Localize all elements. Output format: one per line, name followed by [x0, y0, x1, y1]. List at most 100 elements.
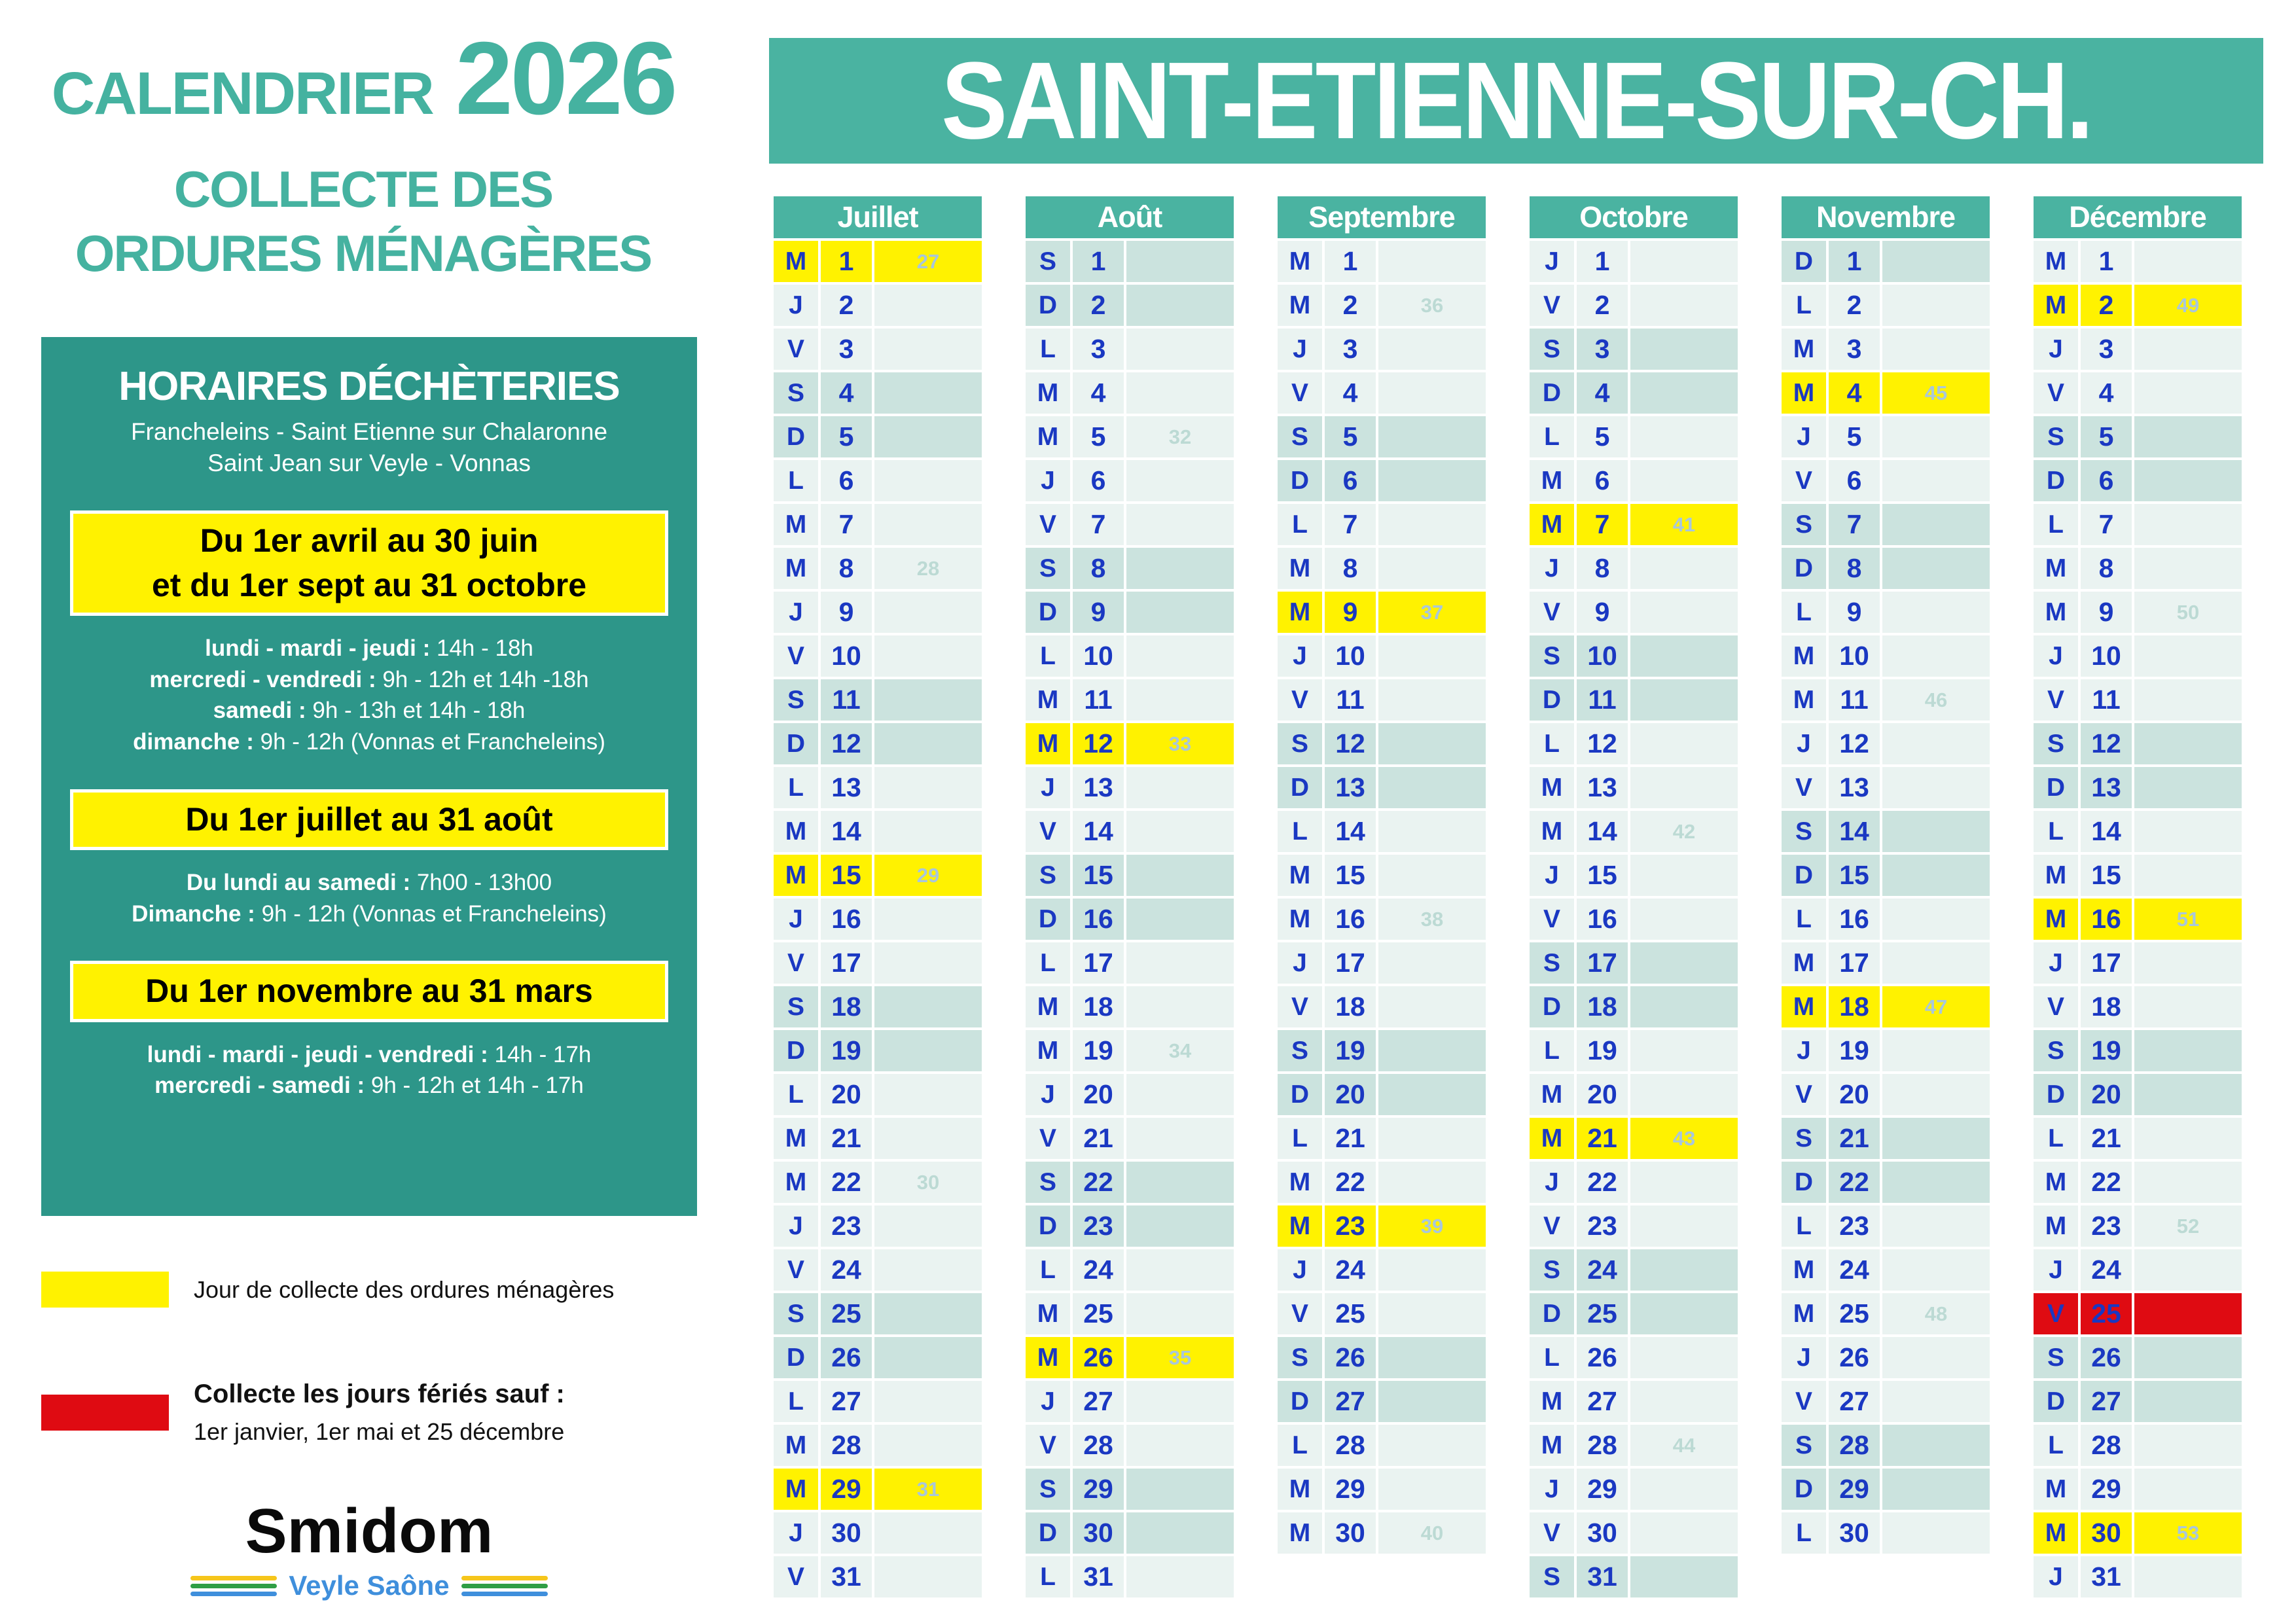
week-number-cell	[1126, 986, 1234, 1027]
day-number-cell: 30	[1073, 1512, 1124, 1554]
week-number-cell: 39	[1378, 1205, 1486, 1247]
day-letter-cell: M	[2034, 855, 2078, 896]
day-letter-cell: J	[1530, 548, 1574, 589]
week-number-cell	[1378, 1118, 1486, 1159]
day-letter-cell: V	[2034, 1293, 2078, 1334]
day-letter-cell: S	[1782, 1118, 1826, 1159]
day-letter-cell: D	[1782, 855, 1826, 896]
day-number-cell: 20	[1073, 1074, 1124, 1115]
week-number-cell	[2134, 1293, 2242, 1334]
day-letter-cell: M	[2034, 548, 2078, 589]
day-letter-cell: M	[774, 241, 818, 282]
week-number-cell	[1630, 942, 1738, 984]
day-number-cell: 28	[1073, 1425, 1124, 1466]
day-letter-cell: J	[1530, 1162, 1574, 1203]
week-number-cell: 43	[1630, 1118, 1738, 1159]
day-letter-cell: J	[1278, 329, 1322, 370]
week-number-cell	[1126, 767, 1234, 808]
day-letter-cell: S	[774, 372, 818, 414]
day-letter-cell: L	[1026, 942, 1070, 984]
week-number-cell	[1378, 1249, 1486, 1291]
week-number-cell	[2134, 635, 2242, 677]
day-letter-cell: M	[1530, 1118, 1574, 1159]
day-number-cell: 17	[1577, 942, 1628, 984]
week-number-cell	[1630, 855, 1738, 896]
day-letter-cell: L	[774, 460, 818, 501]
week-number-cell: 27	[874, 241, 982, 282]
month-header: Août	[1026, 196, 1234, 238]
month-column-7: Juillet M 1 27 J 2 V 3 S 4 D 5 L 6 M 7 M 8 28 J 9 V 10 S 11 D 12 L 1…	[774, 196, 982, 1597]
week-number-cell	[1378, 1030, 1486, 1071]
day-number-cell: 24	[821, 1249, 872, 1291]
week-number-cell	[1126, 1249, 1234, 1291]
week-number-cell	[874, 1512, 982, 1554]
day-letter-cell: L	[1782, 1205, 1826, 1247]
day-number-cell: 23	[1577, 1205, 1628, 1247]
week-number-cell	[1630, 1030, 1738, 1071]
day-number-cell: 1	[1577, 241, 1628, 282]
week-number-cell	[2134, 548, 2242, 589]
week-number-cell	[2134, 1249, 2242, 1291]
day-letter-cell: V	[1278, 372, 1322, 414]
day-letter-cell: M	[1782, 635, 1826, 677]
day-letter-cell: J	[774, 899, 818, 940]
day-letter-cell: J	[1530, 1469, 1574, 1510]
day-letter-cell: M	[1782, 942, 1826, 984]
day-letter-cell: L	[1026, 1556, 1070, 1597]
day-number-cell: 22	[2081, 1162, 2132, 1203]
day-number-cell: 19	[1829, 1030, 1880, 1071]
day-letter-cell: L	[2034, 504, 2078, 545]
day-letter-cell: M	[774, 1162, 818, 1203]
week-number-cell	[1630, 767, 1738, 808]
day-number-cell: 16	[1325, 899, 1376, 940]
week-number-cell	[1126, 592, 1234, 633]
day-letter-cell: V	[1278, 679, 1322, 721]
day-letter-cell: V	[1026, 1118, 1070, 1159]
day-number-cell: 2	[2081, 285, 2132, 326]
week-number-cell	[874, 1074, 982, 1115]
week-number-cell	[2134, 416, 2242, 457]
day-number-cell: 5	[821, 416, 872, 457]
day-number-cell: 6	[1577, 460, 1628, 501]
day-number-cell: 29	[1325, 1469, 1376, 1510]
day-letter-cell: L	[1782, 899, 1826, 940]
day-number-cell: 14	[1325, 811, 1376, 852]
logo-tagline: Veyle Saône	[289, 1570, 450, 1601]
day-letter-cell: V	[1782, 460, 1826, 501]
day-number-cell: 21	[1829, 1118, 1880, 1159]
week-number-cell	[1126, 1469, 1234, 1510]
day-number-cell: 24	[1073, 1249, 1124, 1291]
day-number-cell: 26	[2081, 1337, 2132, 1378]
week-number-cell	[1882, 1074, 1990, 1115]
day-letter-cell: M	[1782, 986, 1826, 1027]
day-number-cell: 18	[1829, 986, 1880, 1027]
week-number-cell	[1882, 811, 1990, 852]
day-number-cell: 23	[1829, 1205, 1880, 1247]
month-column-11: Novembre D 1 L 2 M 3 M 4 45 J 5 V 6 S 7 D 8 L 9 M 10 M 11 46 J 12 V…	[1782, 196, 1990, 1554]
day-number-cell: 27	[1829, 1381, 1880, 1422]
month-grid: M 1 M 2 36 J 3 V 4 S 5 D 6 L 7 M 8 M 9 37 J 10 V 11 S 12 D 13 L 14 M 15…	[1278, 241, 1486, 1554]
day-letter-cell: L	[1278, 1118, 1322, 1159]
day-number-cell: 23	[2081, 1205, 2132, 1247]
day-number-cell: 9	[1577, 592, 1628, 633]
day-letter-cell: M	[1026, 1293, 1070, 1334]
day-number-cell: 17	[821, 942, 872, 984]
day-number-cell: 27	[821, 1381, 872, 1422]
day-number-cell: 20	[1325, 1074, 1376, 1115]
week-number-cell	[874, 285, 982, 326]
logo-stripes-right-icon	[461, 1575, 548, 1596]
week-number-cell	[2134, 1162, 2242, 1203]
day-number-cell: 13	[1577, 767, 1628, 808]
day-letter-cell: L	[2034, 1118, 2078, 1159]
day-letter-cell: M	[2034, 241, 2078, 282]
week-number-cell: 31	[874, 1469, 982, 1510]
day-letter-cell: V	[774, 1556, 818, 1597]
day-letter-cell: L	[1278, 1425, 1322, 1466]
week-number-cell	[874, 372, 982, 414]
day-letter-cell: S	[1278, 1337, 1322, 1378]
month-grid: J 1 V 2 S 3 D 4 L 5 M 6 M 7 41 J 8 V 9 S 10 D 11 L 12 M 13 M 14 42 J 15…	[1530, 241, 1738, 1597]
week-number-cell	[1378, 548, 1486, 589]
day-letter-cell: J	[774, 592, 818, 633]
week-number-cell	[1630, 635, 1738, 677]
